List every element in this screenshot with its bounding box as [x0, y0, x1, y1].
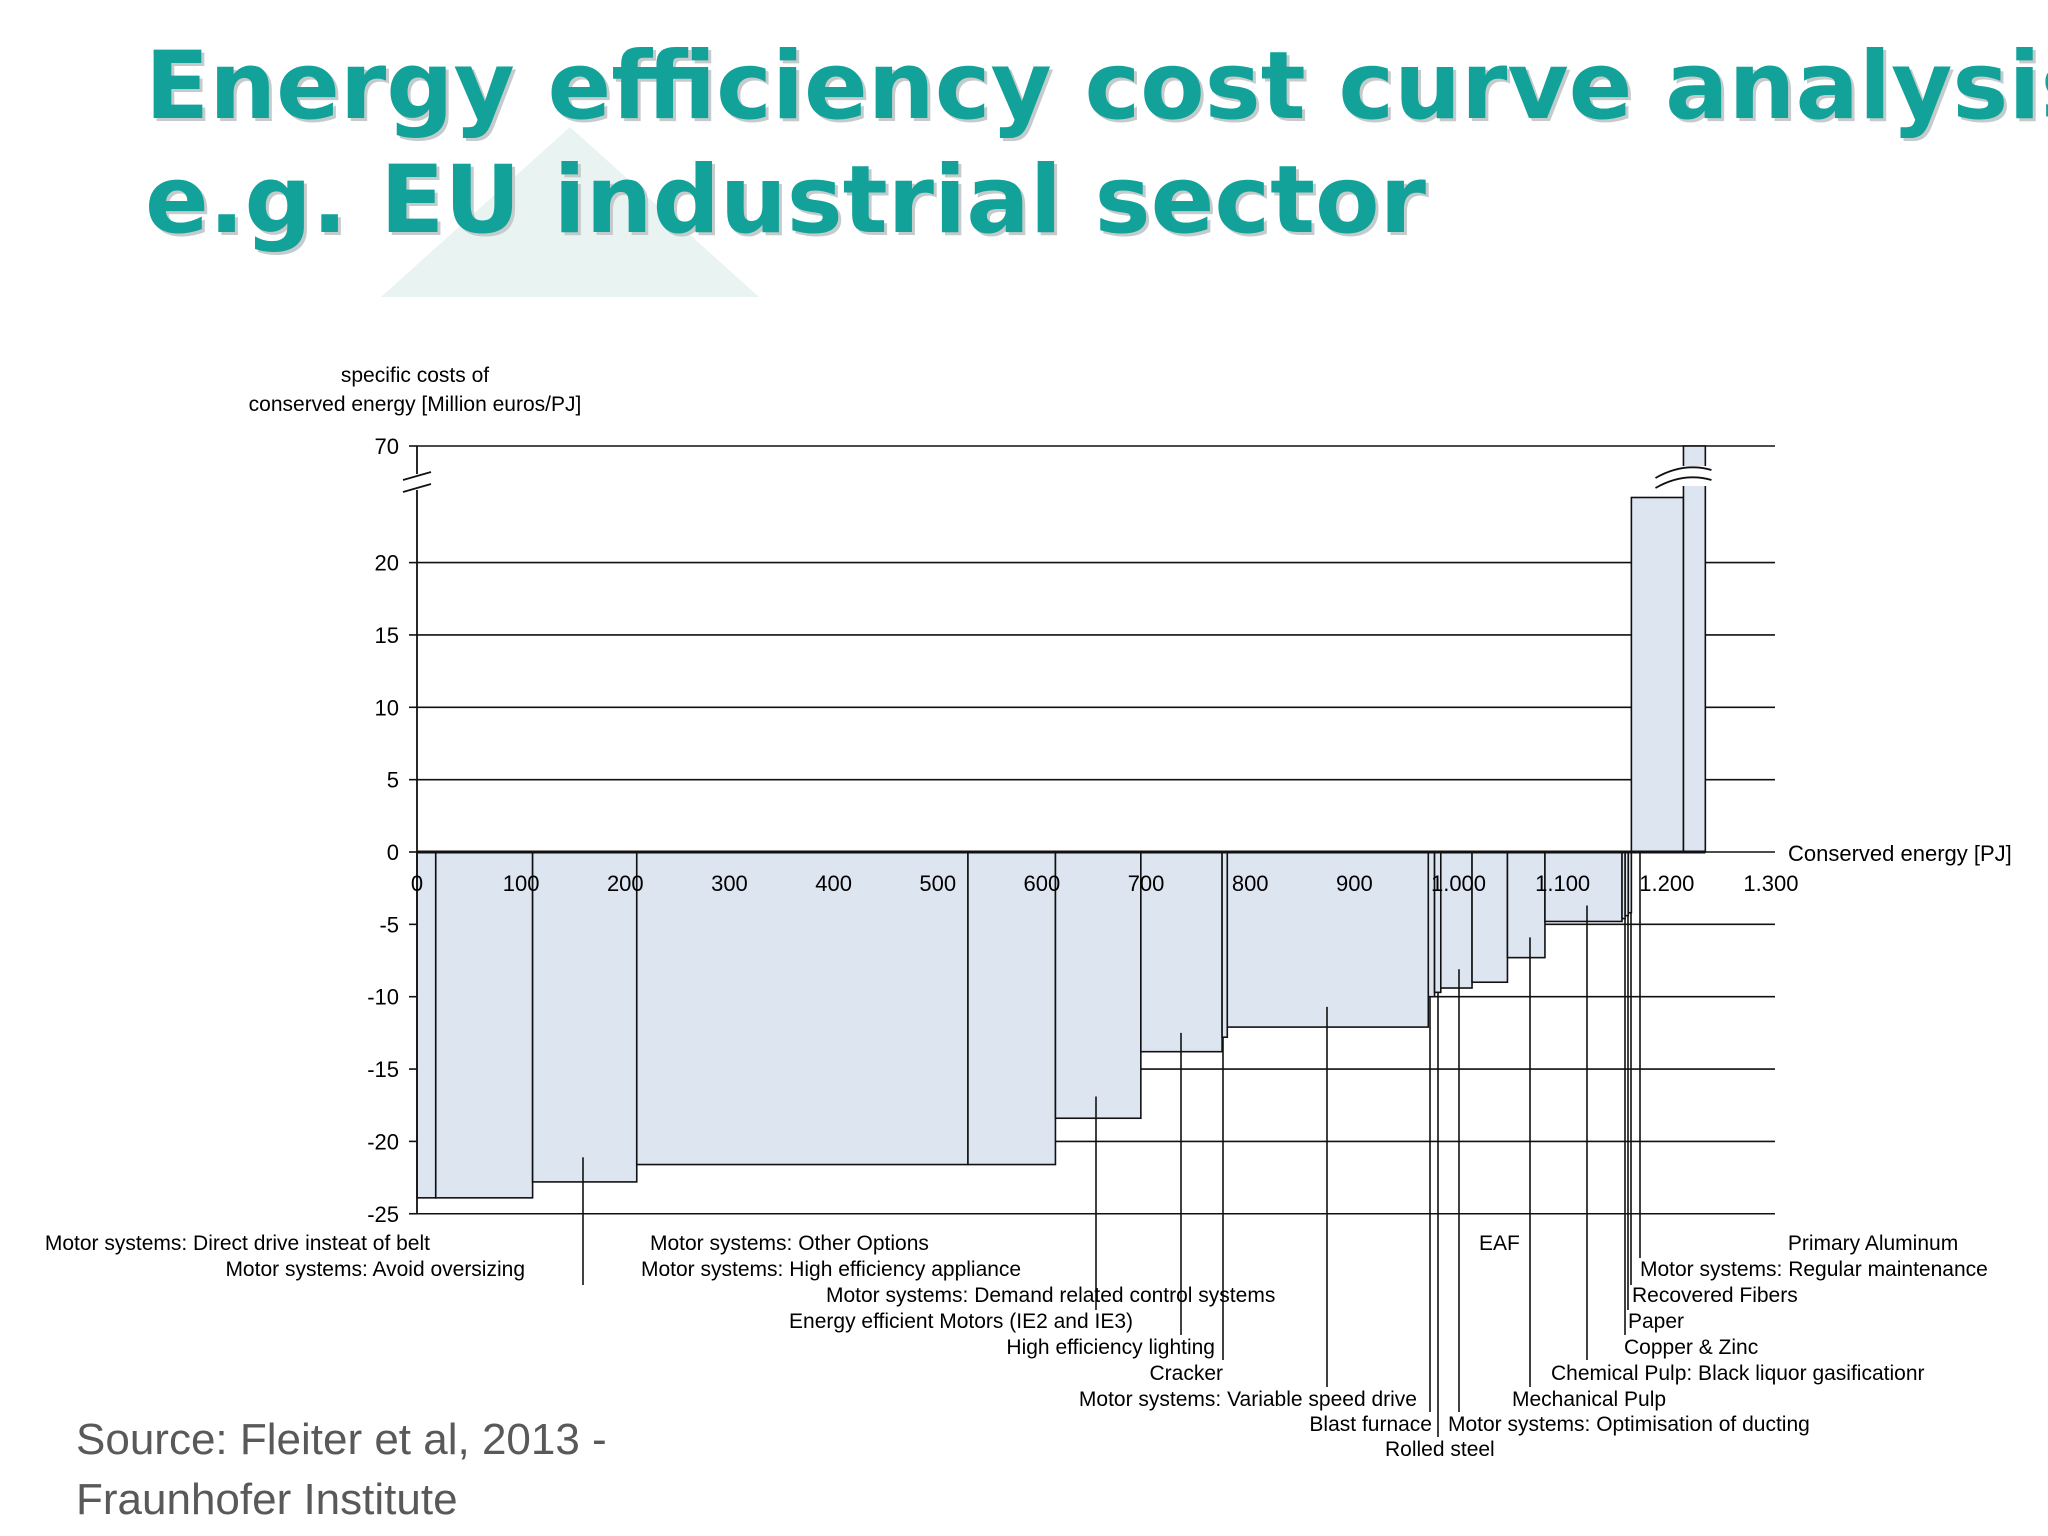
annotation-label: EAF [1479, 1232, 1520, 1255]
cost-bar [1682, 445, 1707, 853]
annotation-labels: Motor systems: Direct drive insteat of b… [45, 1232, 1988, 1461]
y-tick-label: 10 [375, 695, 399, 720]
annotation-label: Motor systems: Regular maintenance [1640, 1258, 1988, 1281]
source-line-1: Source: Fleiter et al, 2013 - [76, 1415, 607, 1464]
source-line-2: Fraunhofer Institute [76, 1475, 458, 1524]
cost-bars [416, 445, 1707, 1199]
cost-bar [416, 851, 437, 1199]
cost-bar [1627, 851, 1633, 914]
cost-bar [1054, 851, 1142, 1120]
y-tick-label: -10 [367, 985, 399, 1010]
bar-break-mark [1655, 466, 1712, 479]
x-tick-label: 0 [411, 871, 423, 896]
slide-title: Energy efficiency cost curve analysis e.… [145, 30, 2048, 258]
annotation-label: Motor systems: Avoid oversizing [225, 1258, 525, 1281]
y-tick-label: 0 [387, 840, 399, 865]
x-tick-label: 900 [1336, 871, 1373, 896]
x-tick-label: 100 [503, 871, 540, 896]
annotation-label: Motor systems: Variable speed drive [1079, 1388, 1417, 1411]
annotation-label: Energy efficient Motors (IE2 and IE3) [789, 1310, 1133, 1333]
annotation-label: Motor systems: Other Options [650, 1232, 929, 1255]
y-tick-label: 15 [375, 623, 399, 648]
y-tick-label: 5 [387, 768, 399, 793]
annotation-label: Recovered Fibers [1632, 1284, 1798, 1307]
x-tick-label: 1.100 [1535, 871, 1590, 896]
x-tick-label: 1.300 [1743, 871, 1798, 896]
annotation-label: Motor systems: Demand related control sy… [826, 1284, 1275, 1307]
x-tick-label: 300 [711, 871, 748, 896]
source-note: Source: Fleiter et al, 2013 - Fraunhofer… [76, 1410, 607, 1530]
annotation-label: Primary Aluminum [1788, 1232, 1958, 1255]
y-tick-label: -25 [367, 1202, 399, 1227]
annotation-label: Mechanical Pulp [1512, 1388, 1666, 1411]
x-tick-label: 1.200 [1639, 871, 1694, 896]
cost-bar [1630, 496, 1685, 853]
title-line-1: Energy efficiency cost curve analysis [145, 32, 2048, 141]
y-tick-label: 70 [375, 434, 399, 459]
annotation-label: High efficiency lighting [1006, 1336, 1215, 1359]
annotation-label: Paper [1628, 1310, 1684, 1333]
x-tick-label: 1.000 [1431, 871, 1486, 896]
y-tick-label: -20 [367, 1129, 399, 1154]
annotation-label: Chemical Pulp: Black liquor gasification… [1551, 1362, 1925, 1385]
cost-bar [1506, 851, 1546, 959]
annotation-pointers [582, 852, 1641, 1437]
y-axis-label-line-2: conserved energy [Million euros/PJ] [249, 393, 582, 416]
cost-bar [434, 851, 534, 1199]
cost-bar [1140, 851, 1223, 1053]
axes: 70 20 15 10 5 0 -5 -10 -15 -20 -25 0 100 200 300 400 500… [367, 434, 1798, 1227]
cost-bar [531, 851, 638, 1183]
x-axis-label: Conserved energy [PJ] [1788, 841, 2012, 866]
annotation-label: Motor systems: Optimisation of ducting [1448, 1413, 1810, 1436]
annotation-label: Blast furnace [1309, 1413, 1432, 1436]
x-tick-label: 700 [1128, 871, 1165, 896]
axis-break-mark [402, 471, 432, 481]
cost-bar [967, 851, 1057, 1166]
annotation-label: Copper & Zinc [1624, 1336, 1758, 1359]
x-tick-label: 200 [607, 871, 644, 896]
x-tick-label: 600 [1024, 871, 1061, 896]
axis-break-mark [402, 483, 432, 493]
annotation-label: Motor systems: High efficiency appliance [641, 1258, 1021, 1281]
annotation-label: Motor systems: Direct drive insteat of b… [45, 1232, 430, 1255]
cost-bar [1226, 851, 1430, 1028]
y-axis-label-line-1: specific costs of [341, 364, 489, 387]
cost-bar [635, 851, 969, 1166]
title-line-2: e.g. EU industrial sector [145, 146, 1426, 255]
y-tick-label: 20 [375, 551, 399, 576]
x-tick-label: 500 [919, 871, 956, 896]
title-decoration-triangle [381, 127, 759, 297]
y-tick-label: -15 [367, 1057, 399, 1082]
annotation-label: Cracker [1149, 1362, 1223, 1385]
y-tick-label: -5 [379, 912, 399, 937]
cost-bar [1439, 851, 1473, 989]
bar-break-mark [1655, 476, 1712, 489]
x-tick-label: 800 [1232, 871, 1269, 896]
annotation-label: Rolled steel [1385, 1438, 1495, 1461]
x-tick-label: 400 [815, 871, 852, 896]
